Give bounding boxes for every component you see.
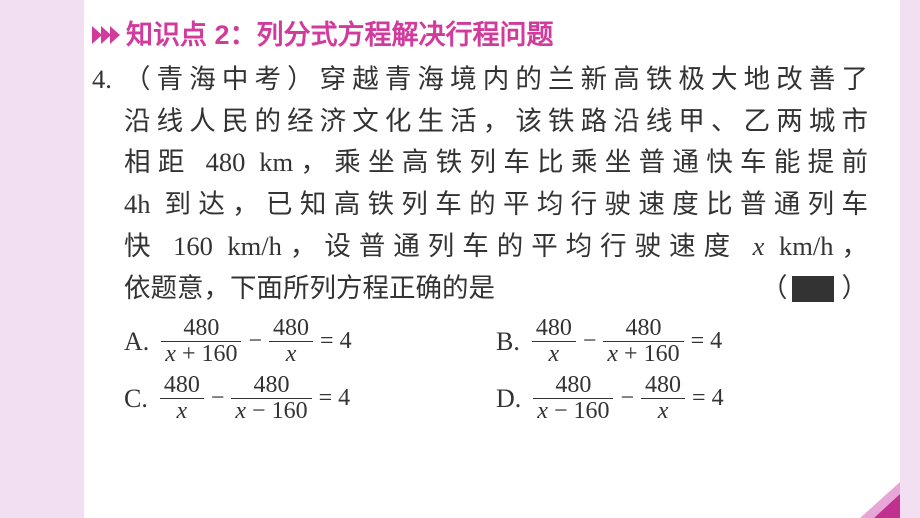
option-d: D. 480 x − 160 − 480 x = 4 xyxy=(496,373,868,424)
answer-slot: （ ） xyxy=(761,268,868,310)
q-line-5: 快 160 km/h，设普通列车的平均行驶速度 x km/h， xyxy=(124,226,868,268)
question-body: （青海中考）穿越青海境内的兰新高铁极大地改善了 沿线人民的经济文化生活，该铁路沿… xyxy=(124,59,868,425)
page-content: 知识点 2：列分式方程解决行程问题 4. （青海中考）穿越青海境内的兰新高铁极大… xyxy=(84,0,900,518)
arrow-icon xyxy=(92,24,122,46)
answer-black-box xyxy=(792,276,834,302)
q-line-3: 相距 480 km，乘坐高铁列车比乘坐普通快车能提前 xyxy=(124,142,868,184)
options-grid: A. 480 x + 160 − 480 x = 4 B. 480 xyxy=(124,316,868,425)
q-line-1: （青海中考）穿越青海境内的兰新高铁极大地改善了 xyxy=(124,59,868,101)
fraction: 480 x − 160 xyxy=(533,373,613,424)
fraction: 480 x − 160 xyxy=(231,373,311,424)
q-line-6: 依题意，下面所列方程正确的是 （ ） xyxy=(124,268,868,310)
knowledge-point-heading: 知识点 2：列分式方程解决行程问题 xyxy=(92,14,868,57)
q-line-2: 沿线人民的经济文化生活，该铁路沿线甲、乙两城市 xyxy=(124,101,868,143)
fraction: 480 x xyxy=(532,316,576,367)
question-block: 4. （青海中考）穿越青海境内的兰新高铁极大地改善了 沿线人民的经济文化生活，该… xyxy=(92,59,868,425)
fraction: 480 x xyxy=(269,316,313,367)
q-line-4: 4h 到达，已知高铁列车的平均行驶速度比普通列车 xyxy=(124,184,868,226)
fraction: 480 x + 160 xyxy=(603,316,683,367)
fraction: 480 x xyxy=(160,373,204,424)
fraction: 480 x xyxy=(641,373,685,424)
kp-text: 知识点 2：列分式方程解决行程问题 xyxy=(126,14,554,57)
fraction: 480 x + 160 xyxy=(161,316,241,367)
question-number: 4. xyxy=(92,59,124,425)
option-c: C. 480 x − 480 x − 160 = 4 xyxy=(124,373,496,424)
option-a: A. 480 x + 160 − 480 x = 4 xyxy=(124,316,496,367)
corner-decoration-icon xyxy=(830,470,900,518)
option-b: B. 480 x − 480 x + 160 = 4 xyxy=(496,316,868,367)
